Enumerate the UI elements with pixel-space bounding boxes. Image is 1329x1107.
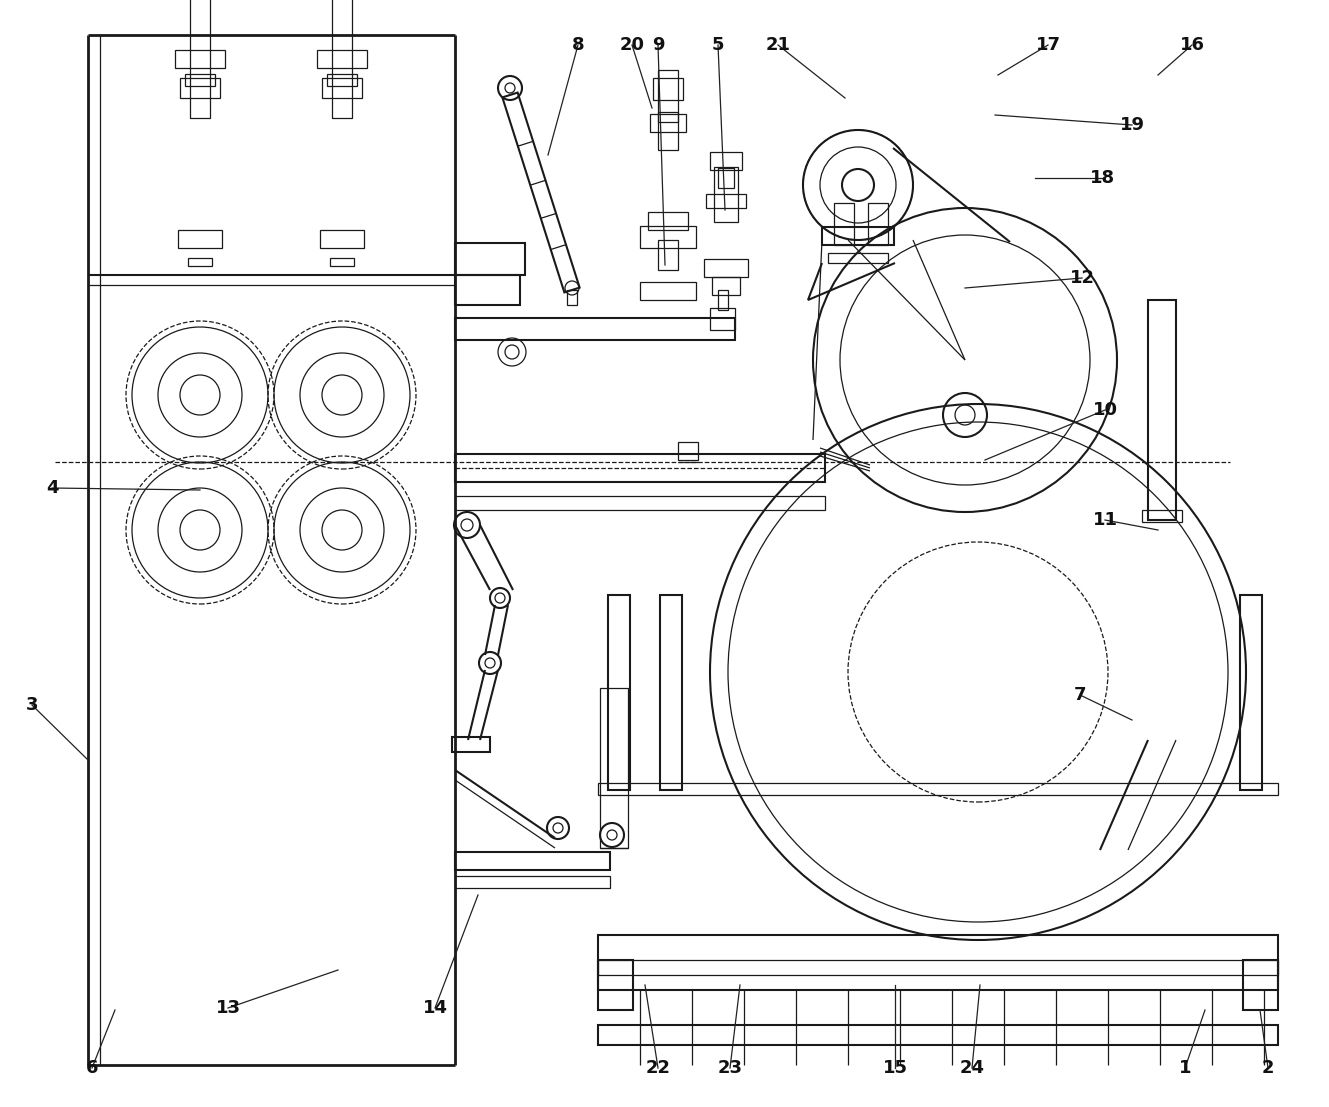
- Bar: [187, 258, 213, 266]
- Bar: [327, 74, 358, 86]
- Bar: [710, 152, 742, 170]
- Bar: [455, 454, 825, 482]
- Text: 1: 1: [1179, 1059, 1191, 1077]
- Bar: [567, 290, 577, 306]
- Text: 21: 21: [766, 37, 791, 54]
- Bar: [452, 737, 490, 752]
- Bar: [704, 259, 748, 277]
- Bar: [823, 227, 894, 245]
- Bar: [641, 282, 696, 300]
- Bar: [658, 70, 678, 151]
- Bar: [653, 77, 683, 100]
- Bar: [658, 112, 678, 122]
- Text: 15: 15: [882, 1059, 908, 1077]
- Bar: [598, 935, 1278, 990]
- Text: 8: 8: [571, 37, 585, 54]
- Text: 18: 18: [1090, 169, 1115, 187]
- Bar: [190, 0, 210, 118]
- Bar: [641, 226, 696, 248]
- Text: 7: 7: [1074, 686, 1086, 704]
- Text: 23: 23: [718, 1059, 743, 1077]
- Text: 11: 11: [1092, 511, 1118, 529]
- Bar: [835, 203, 855, 245]
- Bar: [649, 213, 688, 230]
- Bar: [650, 114, 686, 132]
- Bar: [322, 77, 361, 99]
- Bar: [598, 960, 1278, 975]
- Text: 24: 24: [960, 1059, 985, 1077]
- Text: 14: 14: [423, 999, 448, 1017]
- Bar: [718, 290, 728, 310]
- Bar: [598, 1025, 1278, 1045]
- Bar: [718, 168, 734, 188]
- Bar: [599, 687, 629, 848]
- Bar: [1148, 300, 1176, 520]
- Bar: [714, 167, 738, 223]
- Bar: [710, 308, 735, 330]
- Bar: [712, 277, 740, 294]
- Text: 6: 6: [86, 1059, 98, 1077]
- Bar: [678, 442, 698, 461]
- Text: 12: 12: [1070, 269, 1095, 287]
- Bar: [318, 50, 367, 68]
- Bar: [868, 203, 888, 245]
- Bar: [828, 254, 888, 263]
- Bar: [455, 496, 825, 510]
- Text: 19: 19: [1119, 116, 1144, 134]
- Bar: [1142, 510, 1181, 523]
- Bar: [455, 876, 610, 888]
- Text: 13: 13: [215, 999, 241, 1017]
- Bar: [455, 318, 735, 340]
- Text: 16: 16: [1180, 37, 1204, 54]
- Bar: [455, 275, 520, 306]
- Bar: [455, 852, 610, 870]
- Bar: [706, 194, 746, 208]
- Bar: [320, 230, 364, 248]
- Bar: [455, 244, 525, 275]
- Text: 9: 9: [651, 37, 664, 54]
- Bar: [598, 783, 1278, 795]
- Bar: [179, 77, 221, 99]
- Bar: [607, 594, 630, 790]
- Text: 3: 3: [25, 696, 39, 714]
- Bar: [332, 0, 352, 118]
- Text: 17: 17: [1035, 37, 1061, 54]
- Bar: [1243, 960, 1278, 1010]
- Bar: [185, 74, 215, 86]
- Text: 4: 4: [45, 479, 58, 497]
- Bar: [661, 594, 682, 790]
- Bar: [1240, 594, 1263, 790]
- Bar: [178, 230, 222, 248]
- Text: 10: 10: [1092, 401, 1118, 420]
- Bar: [658, 240, 678, 270]
- Text: 22: 22: [646, 1059, 671, 1077]
- Bar: [330, 258, 354, 266]
- Bar: [598, 960, 633, 1010]
- Bar: [175, 50, 225, 68]
- Text: 2: 2: [1261, 1059, 1275, 1077]
- Text: 20: 20: [619, 37, 645, 54]
- Text: 5: 5: [712, 37, 724, 54]
